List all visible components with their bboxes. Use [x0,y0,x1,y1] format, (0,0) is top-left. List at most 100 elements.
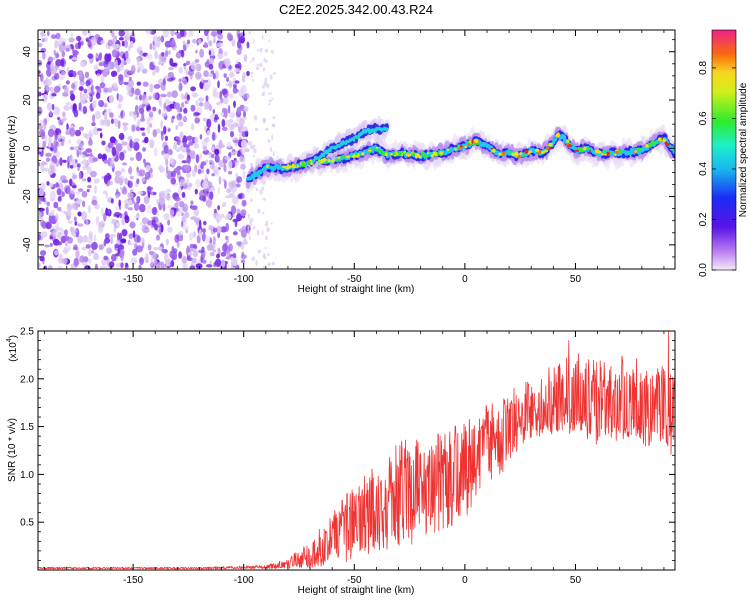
ridge-peak [467,143,471,146]
x-tick-label: -150 [123,274,143,285]
ridge-peak [541,151,546,154]
chart-title: C2E2.2025.342.00.43.R24 [279,2,433,17]
noise-blob [54,249,59,256]
noise-blob [112,87,118,92]
noise-blob [224,155,231,160]
noise-blob [70,32,74,39]
ridge-peak [291,165,297,169]
noise-blob [142,81,149,87]
noise-blob [91,122,96,127]
noise-blob [199,134,203,140]
noise-blob [192,231,197,238]
ridge-peak [422,151,425,156]
noise-blob [231,38,236,47]
noise-blob [163,265,167,269]
noise-blob [236,208,241,215]
noise-blob [87,184,92,189]
noise-blob [236,213,243,222]
noise-blob [69,226,73,232]
noise-blob [73,109,79,118]
noise-blob [230,205,237,215]
noise-blob [235,150,238,155]
noise-blob [136,57,140,66]
noise-blob [209,57,215,65]
noise-blob [73,216,77,222]
noise-blob [170,177,177,185]
x-tick-label: -150 [123,575,143,586]
noise-speck [269,74,273,80]
noise-blob [46,102,53,111]
noise-blob [169,250,175,259]
noise-blob [51,103,55,111]
noise-blob [242,116,248,120]
noise-blob [124,202,129,210]
ridge-peak [431,154,434,158]
noise-blob [178,82,183,92]
noise-blob [180,77,186,81]
noise-blob [115,206,119,211]
noise-blob [175,200,180,205]
noise-blob [64,86,69,95]
noise-blob [193,208,200,217]
noise-blob [38,262,41,268]
noise-speck [247,225,250,231]
y-tick-label: 1.0 [20,470,34,481]
noise-blob [116,222,120,228]
noise-blob [215,213,222,223]
noise-blob [187,251,193,256]
noise-speck [263,57,266,62]
noise-speck [268,99,272,103]
noise-blob [240,85,247,94]
noise-blob [188,141,194,146]
noise-blob [212,249,217,253]
noise-blob [177,146,183,150]
noise-blob [212,227,218,233]
noise-blob [165,158,169,166]
noise-blob [178,251,183,259]
noise-blob [235,183,241,188]
noise-blob [217,186,220,195]
noise-blob [49,147,54,151]
noise-blob [85,219,89,225]
noise-speck [256,66,260,71]
noise-blob [169,57,174,67]
scale-suffix: ) [8,335,19,338]
noise-blob [72,71,77,78]
noise-blob [162,108,168,117]
noise-blob [181,116,187,122]
noise-blob [169,157,174,164]
snr-xlabel: Height of straight line (km) [298,585,415,596]
colorbar-ticks: 0.0 0.2 0.4 0.6 0.8 [698,61,736,277]
snr-ylabel: SNR (10 * v/v) [7,418,18,482]
spectrogram-panel: -150 -100 -50 0 50 -40 -20 0 20 40 Height of stra… [7,29,676,295]
noise-blob [43,37,48,42]
noise-blob [186,94,190,101]
noise-blob [103,103,108,108]
noise-blob [95,58,100,62]
noise-blob [85,166,90,170]
noise-blob [62,159,67,163]
noise-blob [236,48,242,55]
noise-blob [243,54,248,63]
noise-blob [133,111,138,115]
noise-blob [40,73,44,82]
noise-blob [43,122,46,131]
spectrogram-frame [37,29,676,270]
noise-blob [228,72,235,78]
noise-blob [157,246,163,251]
x-tick-label: 50 [570,274,582,285]
noise-blob [173,142,178,151]
noise-blob [77,235,84,244]
noise-blob [157,36,161,42]
noise-blob [126,92,133,96]
noise-blob [161,52,165,57]
noise-blob [226,32,232,40]
noise-blob [55,227,63,232]
noise-blob [218,48,223,55]
noise-blob [176,113,183,121]
noise-blob [198,102,204,107]
noise-blob [112,38,115,49]
noise-blob [94,34,100,39]
noise-blob [111,49,117,58]
noise-blob [145,30,152,35]
